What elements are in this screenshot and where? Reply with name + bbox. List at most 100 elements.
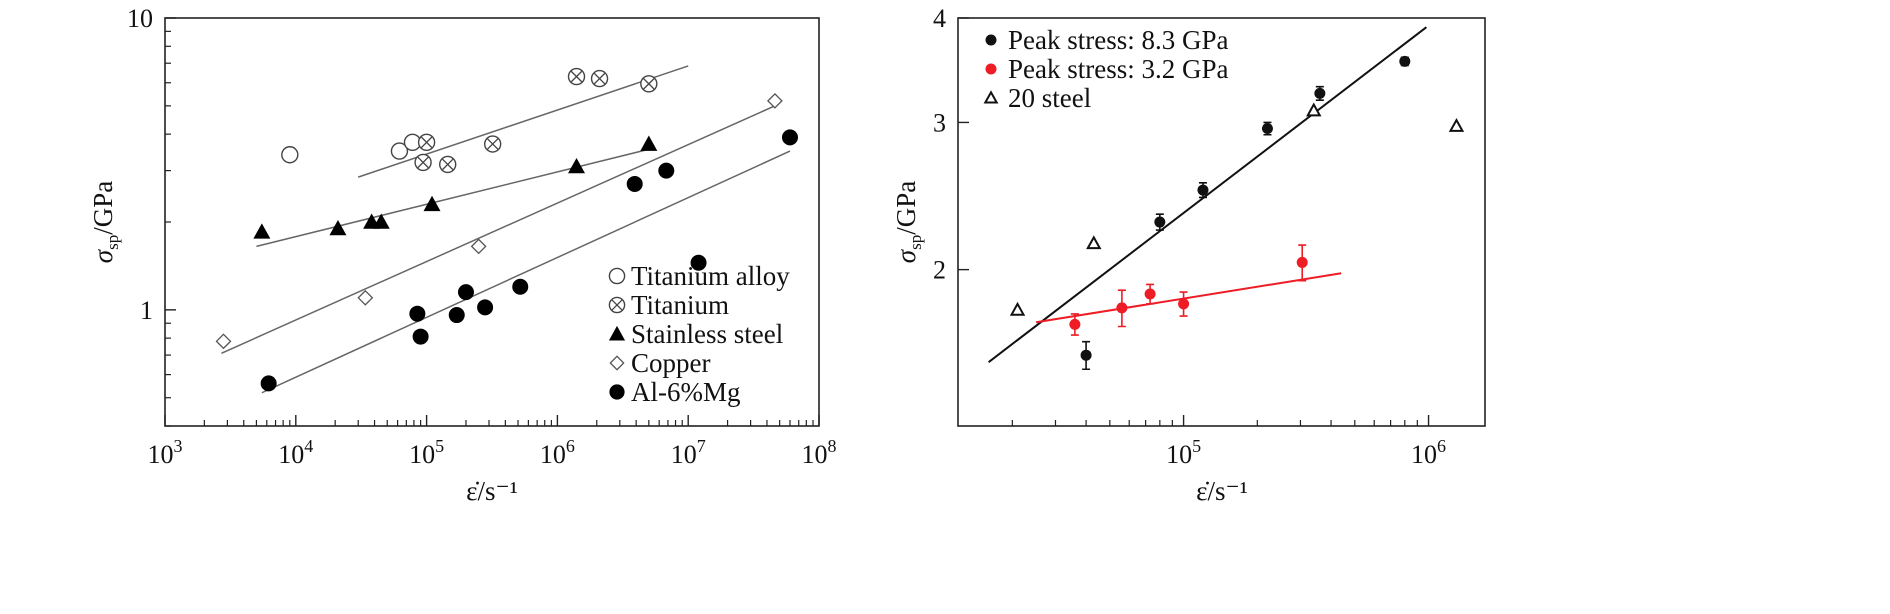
left-point-s5 bbox=[448, 307, 465, 324]
left-x-tick-base: 10 bbox=[671, 440, 697, 469]
right-point-s2 bbox=[1116, 302, 1128, 314]
left-x-tick-base: 10 bbox=[148, 440, 174, 469]
right-point-s3 bbox=[1448, 118, 1465, 132]
left-chart: 103 104 105 106 107 108 110 Titanium alloyTit… bbox=[88, 4, 837, 506]
right-point-s3 bbox=[1086, 235, 1102, 250]
left-x-tick-exp: 4 bbox=[304, 436, 313, 456]
left-y-axis-title: σsp/GPa bbox=[88, 181, 122, 263]
left-legend-marker-5 bbox=[609, 384, 625, 400]
right-y-tick-label: 2 bbox=[933, 256, 946, 285]
left-point-s2-cross bbox=[570, 70, 583, 83]
left-point-s3 bbox=[253, 223, 271, 239]
left-point-s3 bbox=[640, 135, 658, 151]
left-point-s2 bbox=[414, 153, 432, 172]
right-x-tick-base: 10 bbox=[1166, 440, 1192, 469]
right-point-s1 bbox=[1154, 216, 1166, 228]
left-legend-marker-2 bbox=[608, 296, 626, 314]
left-point-s2-cross bbox=[417, 156, 429, 169]
left-point-s5 bbox=[658, 162, 675, 179]
left-y-axis-title-unit: /GPa bbox=[88, 181, 118, 235]
left-point-s2 bbox=[567, 67, 586, 86]
left-fit-line-2 bbox=[357, 65, 689, 178]
right-legend-label-1: Peak stress: 8.3 GPa bbox=[1008, 25, 1228, 55]
right-point-s1 bbox=[1197, 184, 1209, 196]
right-point-s1 bbox=[1314, 87, 1326, 99]
left-x-tick-base: 10 bbox=[540, 440, 566, 469]
left-legend-label-2: Titanium bbox=[631, 290, 729, 320]
right-y-tick-label: 3 bbox=[933, 108, 946, 137]
right-point-s1 bbox=[1399, 55, 1411, 67]
left-point-s5 bbox=[477, 299, 494, 316]
right-y-axis-title-sub: sp bbox=[906, 235, 925, 250]
left-y-axis-title-sub: sp bbox=[103, 235, 122, 250]
left-point-s2-cross bbox=[487, 138, 499, 150]
right-point-s2 bbox=[1296, 256, 1308, 268]
left-point-s4 bbox=[766, 92, 783, 109]
left-x-ticks: 103 104 105 106 107 108 bbox=[148, 415, 837, 469]
left-legend-label-5: Al-6%Mg bbox=[631, 377, 741, 407]
left-point-s5 bbox=[690, 254, 707, 271]
left-x-axis-title-text: ε̇/s⁻¹ bbox=[466, 476, 518, 506]
left-legend-marker-4 bbox=[609, 355, 625, 371]
left-point-s4 bbox=[215, 333, 232, 350]
right-fit-line-1 bbox=[987, 26, 1428, 363]
right-point-s1 bbox=[1080, 349, 1092, 361]
right-legend-marker-2 bbox=[985, 63, 997, 75]
left-point-s1 bbox=[281, 146, 299, 164]
left-point-s2-cross bbox=[593, 72, 606, 85]
right-x-tick-base: 10 bbox=[1411, 440, 1437, 469]
left-x-tick-exp: 8 bbox=[828, 436, 837, 456]
left-data-points bbox=[215, 67, 798, 392]
left-legend-label-1: Titanium alloy bbox=[631, 261, 790, 291]
left-point-s2-cross bbox=[420, 136, 433, 148]
left-x-tick-exp: 6 bbox=[566, 436, 575, 456]
left-point-s2 bbox=[590, 69, 609, 88]
right-y-axis-title-sigma: σ bbox=[891, 248, 921, 263]
left-x-axis-title: ε̇/s⁻¹ bbox=[466, 476, 518, 506]
right-legend-marker-3 bbox=[983, 90, 999, 104]
left-legend-marker-1 bbox=[608, 267, 626, 285]
right-point-s1 bbox=[1261, 123, 1273, 135]
right-y-axis-title-unit: /GPa bbox=[891, 181, 921, 235]
left-plot-frame bbox=[164, 17, 820, 427]
right-legend-marker-1 bbox=[985, 34, 997, 46]
left-point-s5 bbox=[260, 375, 277, 392]
left-point-s3 bbox=[423, 195, 441, 212]
left-x-tick-label: 106 bbox=[540, 436, 575, 469]
left-fit-line-5 bbox=[261, 150, 791, 394]
right-point-s2 bbox=[1144, 288, 1156, 300]
left-y-ticks: 1 10 bbox=[127, 4, 176, 427]
left-point-s4 bbox=[470, 238, 487, 255]
right-point-s2 bbox=[1178, 298, 1190, 310]
left-point-s2 bbox=[417, 133, 436, 152]
left-x-tick-label: 105 bbox=[409, 436, 444, 469]
right-legend-label-2: Peak stress: 3.2 GPa bbox=[1008, 54, 1228, 84]
left-point-s5 bbox=[512, 278, 529, 295]
left-legend-label-3: Stainless steel bbox=[631, 319, 783, 349]
left-x-tick-label: 108 bbox=[802, 436, 837, 469]
left-point-s1 bbox=[390, 142, 409, 160]
left-fit-line-4 bbox=[221, 105, 776, 354]
right-y-tick-label: 4 bbox=[933, 4, 946, 33]
left-point-s3 bbox=[329, 220, 347, 236]
right-fit-line-2 bbox=[1035, 272, 1342, 324]
left-point-s5 bbox=[409, 305, 426, 322]
right-point-s3 bbox=[1009, 301, 1026, 316]
right-legend-label-3: 20 steel bbox=[1008, 83, 1091, 113]
left-point-s2-cross bbox=[442, 158, 454, 171]
left-point-s2 bbox=[483, 135, 502, 153]
left-point-s5 bbox=[781, 129, 798, 146]
right-fit-lines bbox=[987, 26, 1428, 363]
right-x-axis-title-text: ε̇/s⁻¹ bbox=[1196, 476, 1248, 506]
right-x-axis-title: ε̇/s⁻¹ bbox=[1196, 476, 1248, 506]
left-point-s2-cross bbox=[643, 78, 655, 90]
right-x-tick-exp: 5 bbox=[1192, 436, 1201, 456]
left-y-tick-label: 1 bbox=[140, 296, 153, 325]
left-point-s5 bbox=[457, 284, 474, 301]
left-x-tick-base: 10 bbox=[802, 440, 828, 469]
left-x-tick-label: 103 bbox=[148, 436, 183, 469]
